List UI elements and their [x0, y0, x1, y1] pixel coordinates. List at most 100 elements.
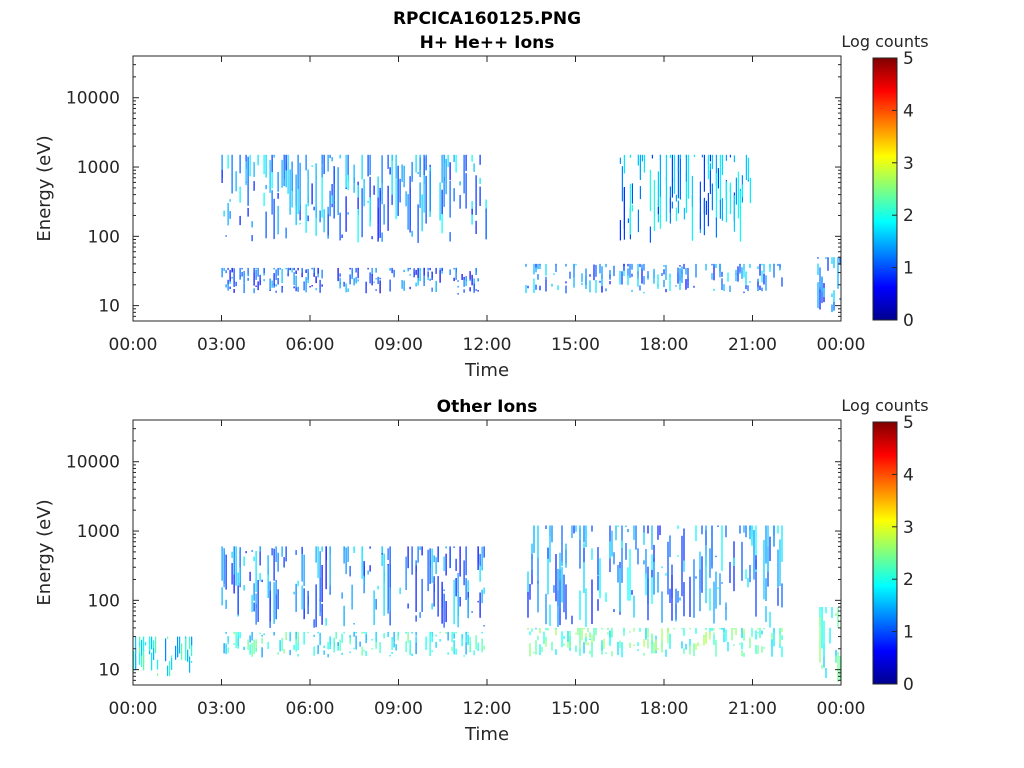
data-mark [585, 637, 587, 642]
data-mark [629, 549, 631, 601]
data-mark [819, 267, 821, 293]
data-mark [705, 263, 707, 271]
data-mark [735, 627, 737, 635]
data-mark [665, 573, 667, 576]
data-mark [763, 273, 765, 285]
data-mark [699, 569, 701, 612]
data-mark [367, 154, 369, 177]
data-mark [677, 555, 679, 557]
data-mark [393, 631, 395, 643]
data-mark [575, 525, 577, 532]
data-mark [439, 631, 441, 634]
data-mark [725, 629, 727, 642]
data-mark [781, 627, 783, 632]
data-mark [299, 205, 301, 221]
data-mark [671, 201, 673, 209]
data-mark [337, 644, 339, 651]
data-mark [657, 525, 659, 540]
data-mark [463, 154, 465, 194]
data-mark [713, 581, 715, 624]
x-tick-label: 21:00 [728, 699, 777, 719]
data-mark [267, 555, 269, 575]
data-mark [341, 633, 343, 643]
data-mark [705, 633, 707, 644]
data-mark [479, 553, 481, 566]
data-mark [299, 162, 301, 211]
data-mark [537, 274, 539, 280]
data-mark [265, 211, 267, 239]
data-mark [665, 177, 667, 222]
data-mark [637, 642, 639, 646]
data-mark [471, 611, 473, 613]
data-mark [579, 649, 581, 656]
data-mark [573, 275, 575, 288]
data-mark [627, 268, 629, 277]
data-mark [177, 646, 179, 656]
data-mark [729, 561, 731, 583]
data-mark [625, 525, 627, 527]
data-mark [773, 263, 775, 278]
data-mark [363, 561, 365, 578]
data-mark [535, 640, 537, 655]
data-mark [409, 274, 411, 276]
data-mark [547, 627, 549, 631]
y-tick-label: 1000 [77, 158, 120, 178]
data-mark [415, 631, 417, 636]
data-mark [187, 649, 189, 662]
data-mark [387, 185, 389, 231]
data-mark [233, 268, 235, 283]
data-mark [391, 637, 393, 650]
colorbar-tick-label: 1 [903, 259, 914, 279]
data-mark [227, 636, 229, 645]
data-mark [281, 286, 283, 293]
data-mark [425, 154, 427, 157]
data-mark [677, 154, 679, 199]
data-mark [301, 546, 303, 554]
data-mark [351, 584, 353, 610]
data-mark [609, 541, 611, 559]
data-mark [733, 155, 735, 163]
data-mark [257, 154, 259, 166]
data-mark [231, 154, 233, 194]
data-mark [637, 271, 639, 280]
data-mark [355, 635, 357, 650]
data-mark [733, 644, 735, 646]
data-mark [285, 227, 287, 239]
data-mark [267, 641, 269, 649]
data-mark [319, 279, 321, 293]
data-mark [637, 649, 639, 651]
data-mark [339, 639, 341, 651]
data-mark [483, 645, 485, 650]
data-mark [461, 634, 463, 639]
data-mark [363, 631, 365, 634]
data-mark [569, 630, 571, 648]
data-mark [429, 640, 431, 656]
data-mark [277, 192, 279, 199]
data-mark [763, 539, 765, 600]
data-mark [337, 267, 339, 282]
data-mark [741, 184, 743, 197]
data-mark [709, 631, 711, 640]
data-mark [545, 627, 547, 631]
data-mark [835, 613, 837, 617]
data-mark [319, 551, 321, 600]
data-mark [227, 283, 229, 291]
data-mark [721, 271, 723, 277]
x-tick-label: 00:00 [817, 335, 866, 355]
data-mark [255, 593, 257, 609]
data-mark [423, 154, 425, 176]
data-mark [325, 546, 327, 590]
data-mark [303, 554, 305, 586]
data-mark [465, 631, 467, 635]
data-mark [627, 528, 629, 533]
data-mark [151, 636, 153, 650]
data-mark [477, 600, 479, 603]
data-mark [741, 642, 743, 650]
y-tick-label: 1000 [77, 522, 120, 542]
data-mark [425, 175, 427, 224]
data-mark [293, 267, 295, 271]
data-mark [665, 649, 667, 657]
data-mark [619, 157, 621, 164]
data-mark [417, 269, 419, 281]
data-mark [469, 287, 471, 292]
